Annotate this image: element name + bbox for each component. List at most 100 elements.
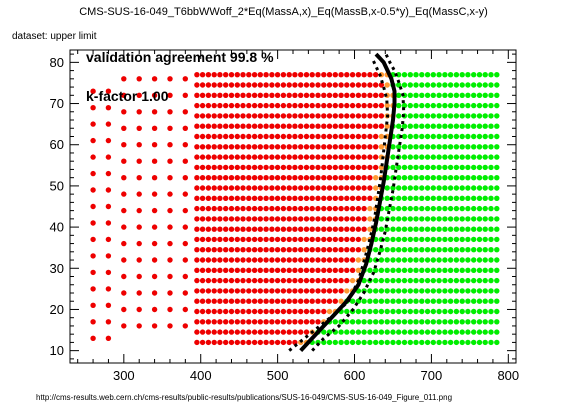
data-point — [298, 247, 304, 253]
data-point — [326, 288, 333, 294]
data-point — [274, 175, 281, 181]
data-point — [315, 72, 321, 78]
data-point — [378, 216, 385, 222]
data-point — [476, 82, 483, 88]
data-point — [194, 164, 200, 171]
data-point — [430, 102, 436, 109]
data-point — [251, 329, 258, 335]
data-point — [482, 164, 488, 171]
data-point — [240, 226, 246, 232]
data-point — [447, 92, 454, 99]
data-point — [361, 236, 367, 243]
data-point — [194, 288, 200, 294]
data-point — [263, 164, 269, 171]
data-point — [401, 329, 408, 335]
data-point — [419, 92, 425, 99]
data-point — [355, 329, 362, 335]
data-point — [401, 257, 408, 263]
data-point — [373, 82, 379, 88]
data-point — [292, 195, 298, 201]
data-point — [488, 277, 494, 284]
data-point — [453, 185, 460, 191]
data-point — [373, 339, 379, 346]
data-point — [332, 102, 338, 109]
data-point — [367, 267, 373, 273]
data-point — [436, 277, 442, 284]
data-point — [246, 319, 252, 325]
data-point — [338, 298, 344, 304]
data-point — [361, 144, 367, 150]
data-point — [488, 164, 494, 171]
data-point — [298, 298, 304, 304]
data-point — [315, 82, 321, 88]
data-point — [269, 339, 275, 346]
data-point — [251, 113, 258, 119]
data-point — [401, 308, 408, 315]
data-point — [269, 133, 275, 140]
data-point — [430, 308, 436, 315]
data-point — [309, 267, 315, 273]
data-point — [211, 195, 217, 201]
data-point — [384, 329, 390, 335]
data-point — [349, 175, 356, 181]
data-point — [344, 144, 350, 150]
data-point — [286, 195, 292, 201]
data-point — [298, 92, 304, 99]
data-point — [442, 298, 448, 304]
data-point — [167, 240, 173, 247]
data-point — [344, 113, 350, 119]
data-point — [228, 288, 235, 294]
data-point — [240, 164, 246, 171]
data-point — [447, 226, 454, 232]
data-point — [263, 154, 269, 160]
data-point — [274, 298, 281, 304]
data-point — [396, 123, 402, 129]
data-point — [234, 72, 240, 78]
data-point — [367, 205, 373, 212]
data-point — [121, 273, 127, 280]
data-point — [407, 226, 413, 232]
data-point — [326, 72, 333, 78]
data-point — [151, 191, 158, 197]
data-point — [459, 133, 465, 140]
data-point — [274, 247, 281, 253]
data-point — [494, 102, 500, 109]
data-point — [269, 257, 275, 263]
data-point — [151, 109, 158, 115]
data-point — [355, 267, 362, 273]
data-point — [194, 257, 200, 263]
data-point — [286, 92, 292, 99]
data-point — [286, 247, 292, 253]
data-point — [401, 205, 408, 212]
data-point — [280, 298, 287, 304]
data-point — [390, 164, 396, 171]
data-point — [182, 125, 188, 131]
data-point — [263, 195, 269, 201]
data-point — [292, 102, 298, 109]
data-point — [303, 195, 310, 201]
data-point — [251, 216, 258, 222]
data-point — [338, 329, 344, 335]
data-point — [246, 195, 252, 201]
data-point — [344, 257, 350, 263]
data-point — [442, 102, 448, 109]
data-point — [269, 72, 275, 78]
data-point — [223, 72, 229, 78]
data-point — [303, 257, 310, 263]
data-point — [349, 298, 356, 304]
data-point — [90, 302, 96, 308]
data-point — [349, 319, 356, 325]
data-point — [419, 298, 425, 304]
data-point — [465, 226, 471, 232]
data-point — [292, 226, 298, 232]
data-point — [401, 72, 408, 78]
data-point — [136, 224, 142, 230]
data-point — [315, 144, 321, 150]
data-point — [401, 185, 408, 191]
data-point — [121, 76, 127, 82]
data-point — [424, 308, 431, 315]
data-point — [105, 335, 112, 341]
data-point — [367, 195, 373, 201]
data-point — [361, 72, 367, 78]
data-point — [390, 277, 396, 284]
